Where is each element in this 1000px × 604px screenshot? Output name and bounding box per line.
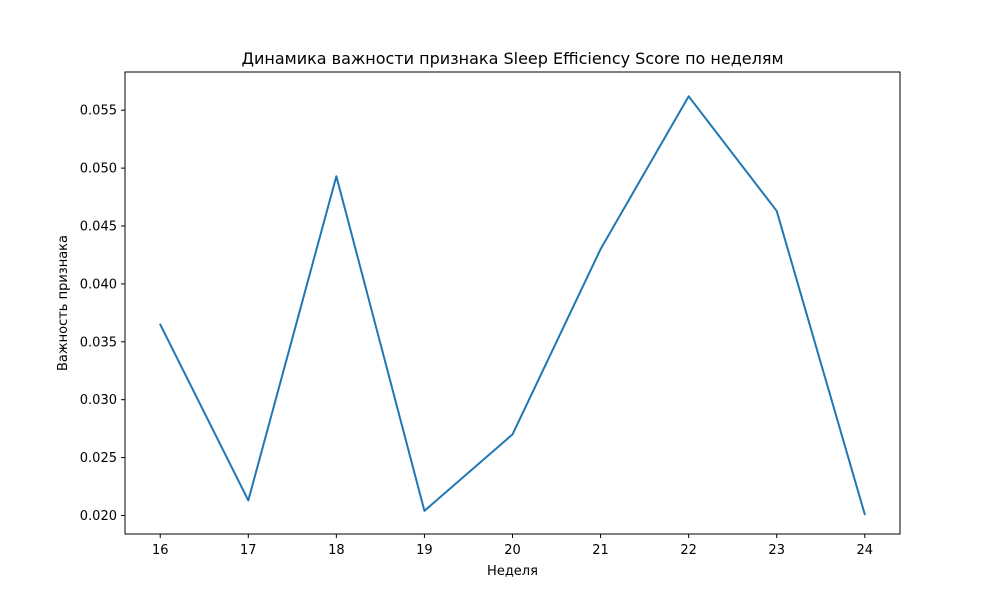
x-tick-label: 16 xyxy=(152,543,169,558)
x-tick-label: 17 xyxy=(240,543,257,558)
x-tick-label: 24 xyxy=(856,543,873,558)
y-tick-label: 0.045 xyxy=(80,220,117,235)
y-tick-label: 0.035 xyxy=(80,335,117,350)
y-tick-label: 0.050 xyxy=(80,162,117,177)
x-axis-label: Неделя xyxy=(487,564,538,579)
series-line xyxy=(159,95,866,516)
chart-title: Динамика важности признака Sleep Efficie… xyxy=(241,49,783,68)
y-tick-label: 0.020 xyxy=(80,509,117,524)
x-tick-label: 23 xyxy=(768,543,785,558)
series-layer xyxy=(159,95,866,516)
y-tick-label: 0.030 xyxy=(80,393,117,408)
plot-area xyxy=(124,71,901,535)
y-tick-label: 0.025 xyxy=(80,451,117,466)
x-tick-label: 21 xyxy=(592,543,609,558)
y-tick-label: 0.040 xyxy=(80,277,117,292)
x-axis-ticks: 16 17 18 19 20 21 22 23 24 xyxy=(152,534,873,558)
y-axis-label: Важность признака xyxy=(56,235,71,371)
x-tick-label: 22 xyxy=(680,543,697,558)
y-tick-label: 0.055 xyxy=(80,104,117,119)
x-tick-label: 20 xyxy=(504,543,521,558)
y-axis-ticks: 0.020 0.025 0.030 0.035 0.040 0.045 0.050 0.055 xyxy=(80,104,125,524)
x-tick-label: 19 xyxy=(416,543,433,558)
x-tick-label: 18 xyxy=(328,543,345,558)
